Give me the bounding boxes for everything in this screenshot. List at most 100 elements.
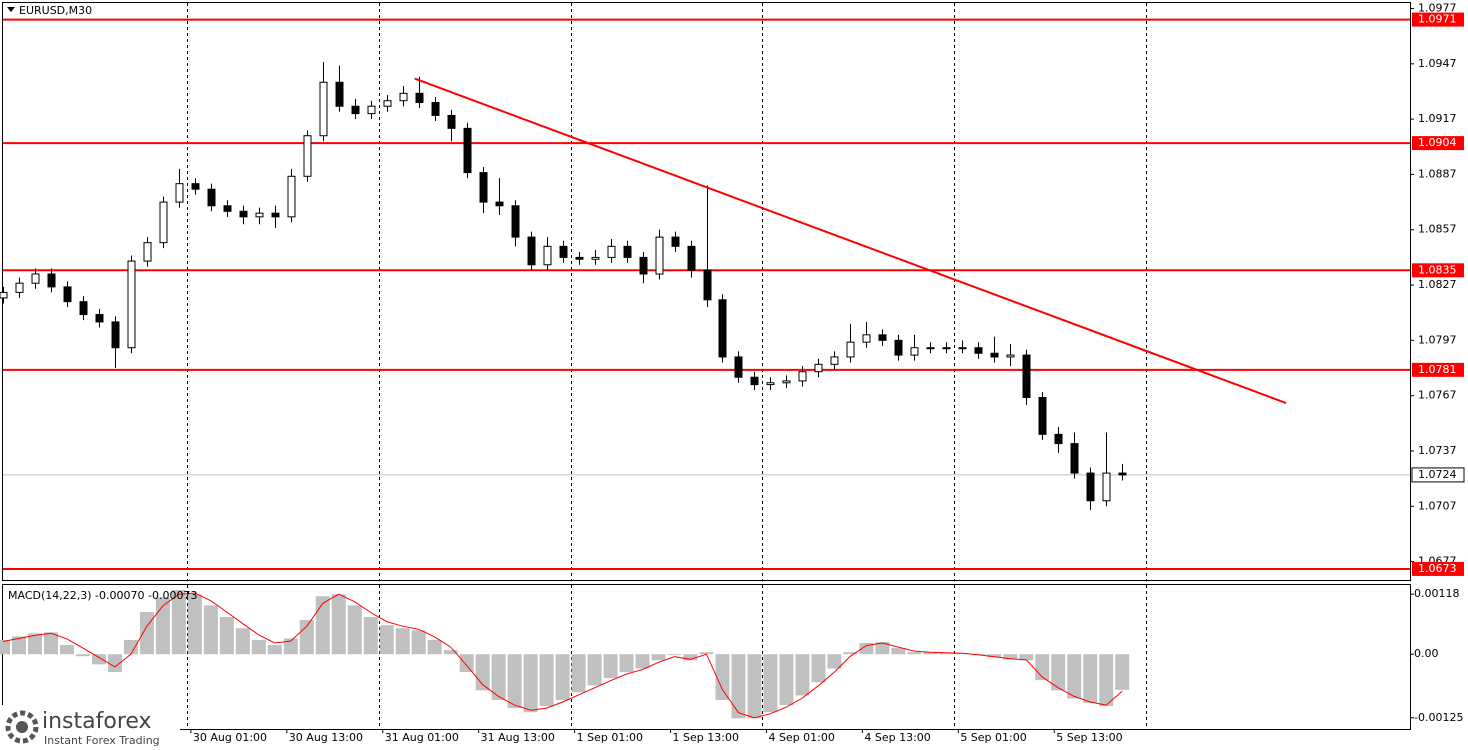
macd-bar: [1051, 654, 1066, 691]
y-tick-label: 1.0797: [1418, 333, 1457, 346]
candle-body: [1118, 472, 1127, 476]
macd-bar: [171, 590, 186, 655]
macd-bar: [107, 654, 122, 673]
y-tick-label: 1.0977: [1418, 2, 1457, 15]
candle-body: [607, 245, 616, 258]
macd-bar: [507, 654, 522, 709]
macd-bar: [235, 628, 250, 655]
candle-body: [910, 347, 919, 356]
macd-bar: [59, 645, 74, 655]
macd-bar: [1067, 654, 1082, 699]
logo-icon: [5, 710, 39, 744]
candle-body: [447, 114, 456, 129]
macd-bar: [987, 654, 1002, 658]
x-tick-label: 1 Sep 13:00: [673, 731, 739, 744]
candle-body: [734, 356, 743, 378]
candle-body: [703, 269, 712, 301]
macd-bar: [603, 654, 618, 679]
macd-bar: [827, 654, 842, 669]
candle-body: [639, 256, 648, 275]
x-tick-label: 5 Sep 01:00: [960, 731, 1026, 744]
macd-bar: [219, 617, 234, 655]
candle-body: [1102, 472, 1111, 502]
macd-bar: [699, 652, 714, 655]
macd-bar: [651, 654, 666, 661]
logo-tagline: Instant Forex Trading: [44, 734, 160, 747]
macd-bar: [91, 654, 106, 665]
x-tick-label: 31 Aug 13:00: [481, 731, 555, 744]
x-tick-label: 30 Aug 01:00: [193, 731, 267, 744]
macd-bar: [443, 650, 458, 655]
macd-bar: [731, 654, 746, 719]
candle-body: [559, 245, 568, 258]
macd-bar: [1019, 654, 1034, 661]
macd-bar: [1003, 654, 1018, 660]
candle-body: [671, 236, 680, 247]
candle-body: [958, 347, 967, 350]
macd-bar: [555, 654, 570, 700]
macd-bar: [155, 597, 170, 655]
candle-body: [1038, 396, 1047, 435]
macd-bar: [363, 617, 378, 655]
candle-body: [1054, 433, 1063, 445]
candle-body: [431, 102, 440, 116]
macd-bar: [11, 636, 26, 655]
level-label: 1.0971: [1418, 13, 1457, 26]
macd-title: MACD(14,22,3) -0.00070 -0.00073: [8, 589, 197, 602]
candle-body: [479, 172, 488, 203]
candle-body: [31, 273, 40, 284]
level-label: 1.0673: [1418, 562, 1457, 575]
macd-bar: [747, 654, 762, 719]
macd-bar: [923, 652, 938, 655]
candle-body: [830, 356, 839, 365]
level-label: 1.0781: [1418, 363, 1457, 376]
macd-signal-line: [2, 592, 1123, 719]
candle-body: [271, 212, 280, 218]
level-label-box: [1412, 263, 1464, 278]
y-tick-label: 1.0827: [1418, 278, 1457, 291]
logo: instaforex Instant Forex Trading: [0, 705, 180, 750]
trend-line: [414, 77, 1287, 404]
candle-body: [127, 260, 136, 349]
candle-body: [223, 205, 232, 212]
macd-bar: [267, 645, 282, 655]
y-tick-label: 0.00118: [1414, 587, 1460, 600]
macd-bar: [251, 639, 266, 655]
candle-body: [527, 236, 536, 266]
macd-bar: [491, 654, 506, 700]
level-label-box: [1412, 561, 1464, 576]
candle-body: [511, 205, 520, 238]
candle-body: [383, 100, 392, 107]
candle-body: [415, 92, 424, 104]
macd-bar: [347, 605, 362, 655]
macd-bar: [1099, 654, 1114, 707]
macd-bar: [523, 654, 538, 713]
macd-bar: [715, 654, 730, 700]
macd-bar: [187, 594, 202, 655]
macd-bar: [539, 654, 554, 707]
y-tick-label: 1.0737: [1418, 444, 1457, 457]
macd-bar: [315, 596, 330, 655]
y-tick-label: 1.0767: [1418, 389, 1457, 402]
macd-bar: [635, 654, 650, 669]
macd-panel-frame: [2, 584, 1411, 730]
candle-body: [47, 273, 56, 288]
candle-body: [303, 135, 312, 177]
macd-bar: [203, 605, 218, 655]
macd-bar: [299, 620, 314, 655]
level-label: 1.0835: [1418, 263, 1457, 276]
candle-body: [766, 382, 775, 386]
candle-body: [718, 299, 727, 358]
candle-body: [367, 105, 376, 115]
macd-bar: [331, 594, 346, 655]
candle-body: [990, 352, 999, 358]
price-panel-frame: [2, 2, 1411, 581]
y-tick-label: 0.00: [1414, 647, 1439, 660]
macd-bar: [75, 654, 90, 657]
macd-bar: [427, 639, 442, 655]
macd-bar: [475, 654, 490, 691]
candle-body: [111, 321, 120, 349]
macd-bar: [763, 654, 778, 713]
macd-bar: [1035, 654, 1050, 681]
